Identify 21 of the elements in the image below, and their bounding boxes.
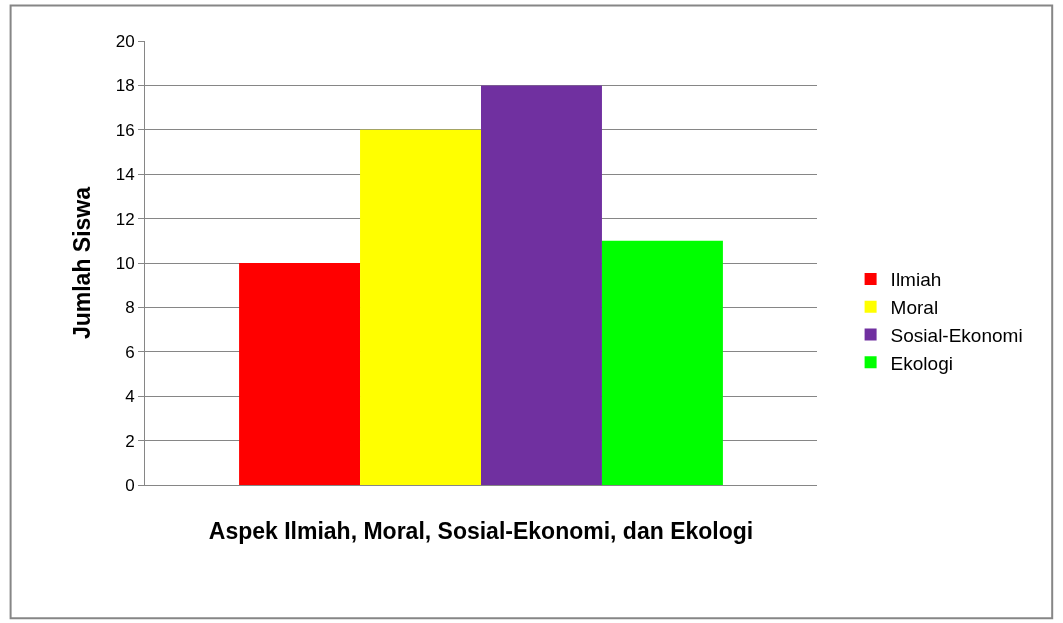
y-tick-label: 16 (115, 120, 135, 140)
legend-label: Moral (890, 297, 939, 319)
y-tick-label: 18 (115, 76, 135, 96)
y-tick-label: 2 (125, 431, 135, 451)
y-tick-label: 8 (125, 298, 135, 318)
y-tick-label: 0 (125, 475, 135, 495)
bar (239, 263, 361, 485)
legend-label: Ekologi (890, 352, 953, 374)
y-tick-label: 4 (125, 387, 135, 407)
y-tick-label: 12 (115, 209, 135, 229)
x-axis-title: Aspek Ilmiah, Moral, Sosial-Ekonomi, dan Ekologi (208, 518, 754, 544)
y-tick-label: 6 (125, 342, 135, 362)
legend-label: Ilmiah (890, 269, 942, 291)
y-axis-title: Jumlah Siswa (69, 186, 96, 340)
bar (601, 240, 723, 485)
y-tick-label: 10 (115, 253, 135, 273)
bar (360, 129, 481, 485)
y-tick-label: 20 (115, 31, 135, 51)
y-tick-label: 14 (115, 165, 135, 185)
bar (481, 85, 602, 485)
legend-label: Sosial-Ekonomi (890, 324, 1023, 346)
